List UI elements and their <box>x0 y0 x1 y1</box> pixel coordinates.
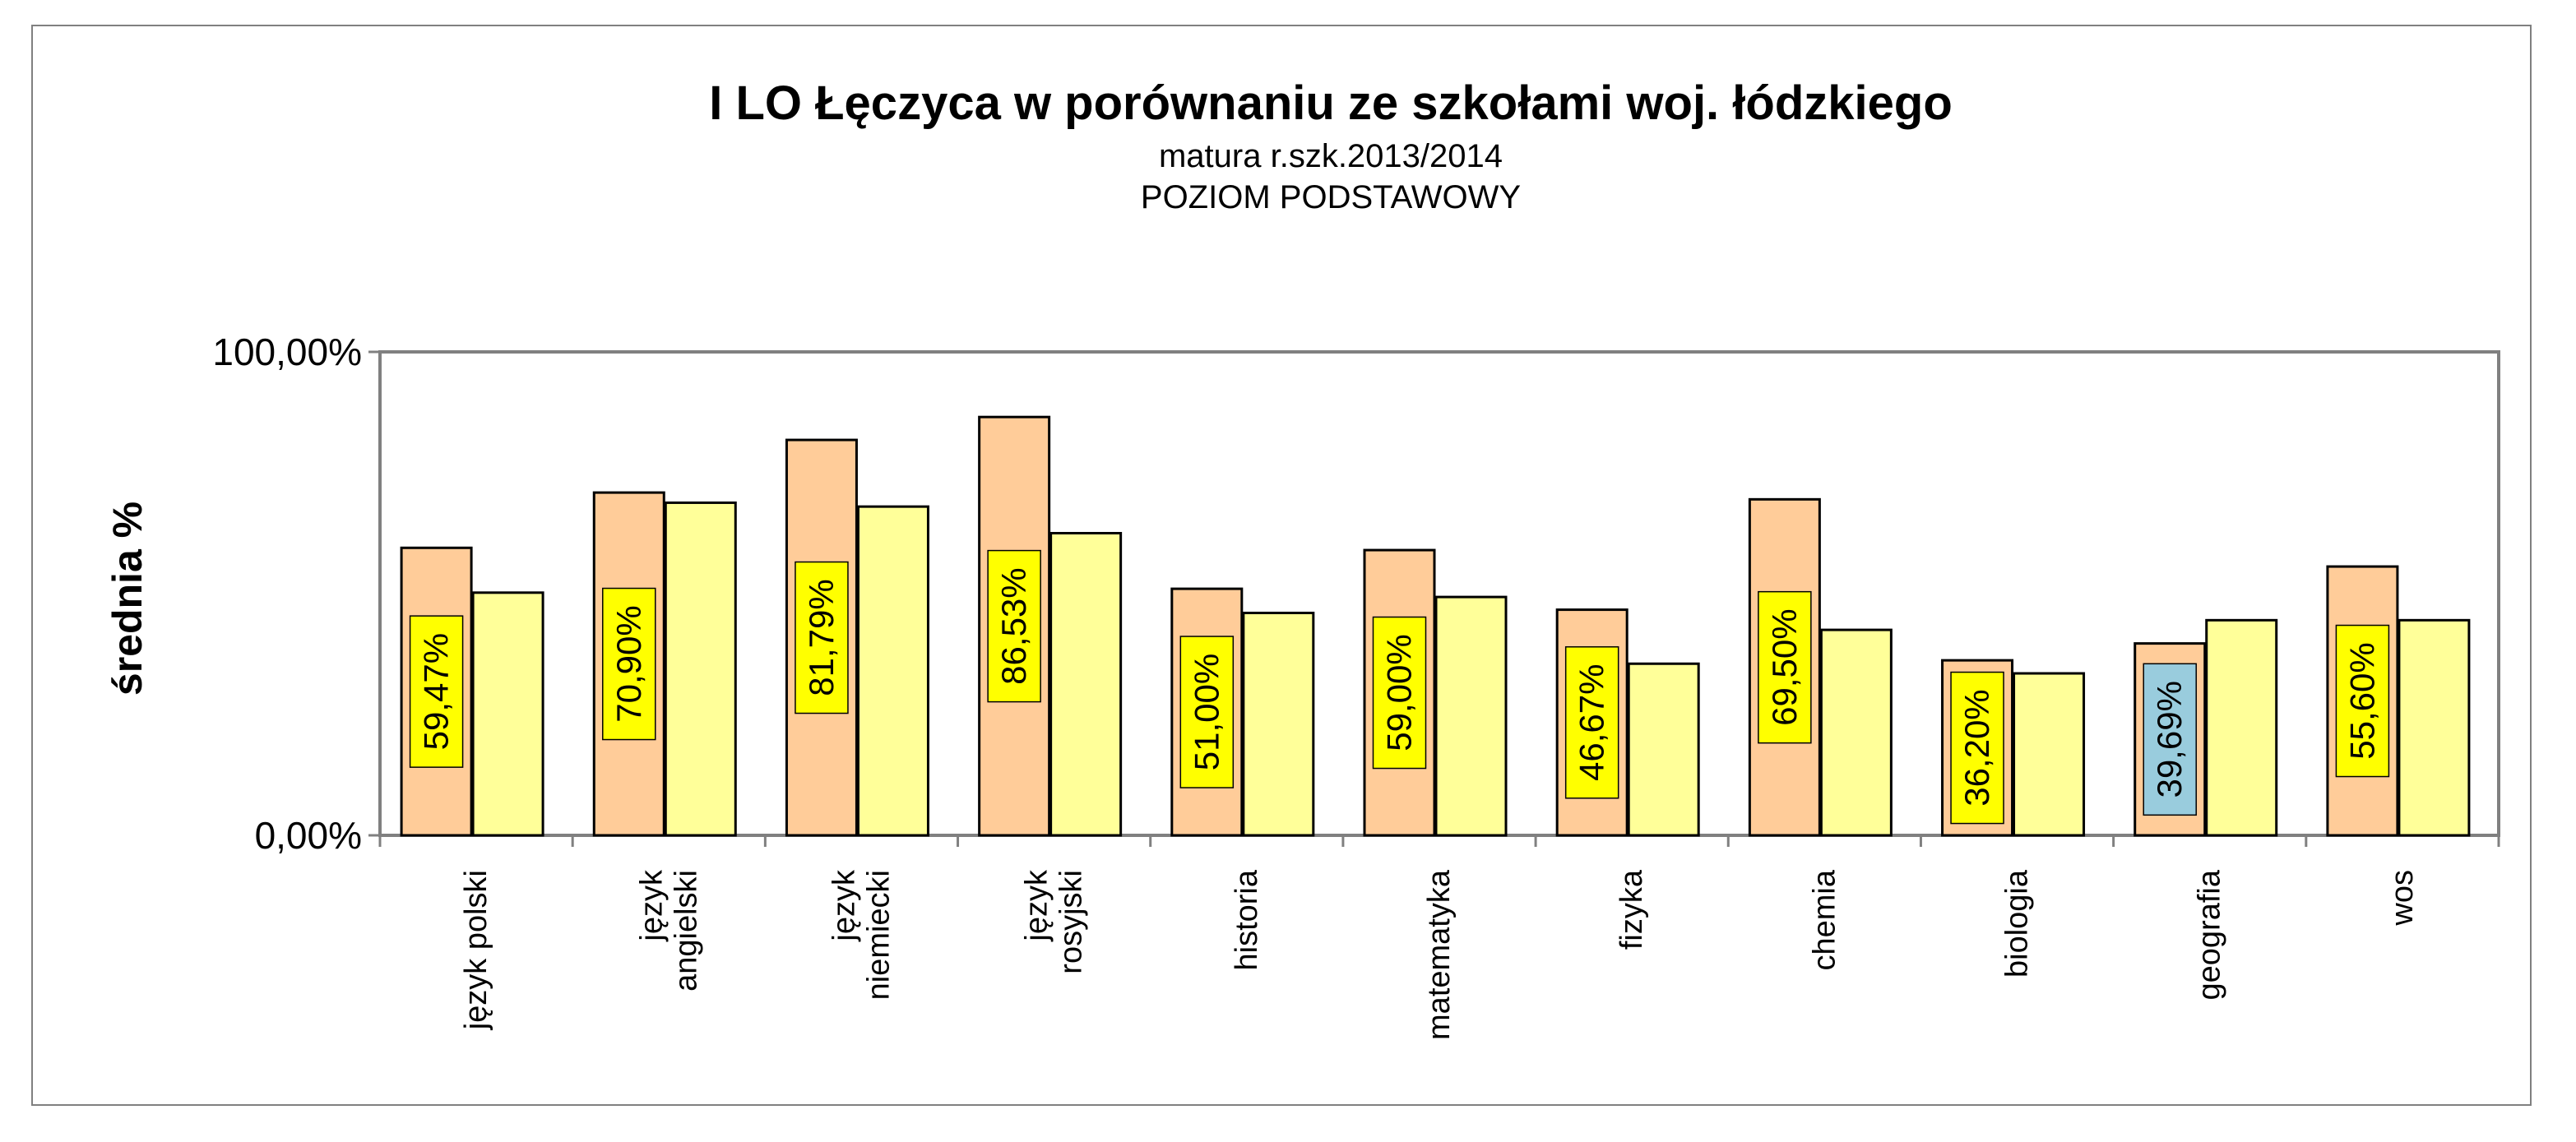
category-label: fizyka <box>1615 869 1649 950</box>
chart-title: I LO Łęczyca w porównaniu ze szkołami wo… <box>709 76 1953 130</box>
data-label-box <box>795 561 849 714</box>
category-label: angielski <box>669 870 703 992</box>
data-label: 36,20% <box>1957 689 1996 806</box>
bar-region <box>1434 595 1508 837</box>
data-label-box <box>602 587 656 741</box>
data-label: 81,79% <box>802 579 841 696</box>
category-label: geografia <box>2193 869 2227 1000</box>
data-label-box <box>409 615 464 768</box>
data-label-box <box>1564 646 1619 799</box>
data-label: 86,53% <box>994 567 1033 684</box>
category-label: niemiecki <box>861 870 896 1000</box>
data-label: 59,00% <box>1380 634 1419 751</box>
bar-region <box>471 591 544 837</box>
bar-region <box>1049 532 1123 837</box>
data-label: 59,47% <box>417 633 456 750</box>
category-label: język <box>634 869 669 942</box>
data-label: 70,90% <box>609 605 648 722</box>
chart-subtitle-2: POZIOM PODSTAWOWY <box>1141 179 1521 215</box>
bar-region <box>1242 612 1315 837</box>
bar-region <box>1627 662 1700 837</box>
category-label: rosyjski <box>1054 870 1089 974</box>
bar-region <box>664 501 737 837</box>
data-label-box <box>2335 624 2390 778</box>
plot-area: 0,00% 100,00% 59,47% język polski 70,90% języ… <box>212 331 2500 1040</box>
category-label: wos <box>2385 870 2420 927</box>
data-label-box <box>2143 663 2197 816</box>
chart-subtitle-1: matura r.szk.2013/2014 <box>1159 138 1503 174</box>
bar-region <box>1819 628 1893 837</box>
category-label: język polski <box>459 870 493 1030</box>
bar-region <box>2205 618 2278 837</box>
data-label-box <box>1372 616 1427 770</box>
category-label: język <box>827 869 861 942</box>
bar-region <box>2013 672 2086 837</box>
y-tick-label: 100,00% <box>212 331 362 373</box>
category-label: biologia <box>2000 869 2035 978</box>
category-label: język <box>1020 869 1054 942</box>
data-label: 39,69% <box>2150 681 2189 798</box>
data-label: 46,67% <box>1573 664 1611 781</box>
data-label: 55,60% <box>2342 642 2381 759</box>
data-label: 51,00% <box>1187 654 1225 770</box>
y-tick-label: 0,00% <box>255 814 362 857</box>
data-label-box <box>1179 636 1235 788</box>
bar-region <box>856 505 929 837</box>
category-label: matematyka <box>1422 869 1457 1040</box>
data-label: 69,50% <box>1765 608 1804 725</box>
bar-region <box>2398 618 2471 837</box>
y-axis-label: średnia % <box>104 502 151 696</box>
data-label-box <box>987 549 1041 703</box>
category-label: chemia <box>1807 869 1842 970</box>
category-label: historia <box>1230 869 1264 970</box>
data-label-box <box>1758 590 1812 744</box>
data-label-box <box>1950 671 2004 825</box>
